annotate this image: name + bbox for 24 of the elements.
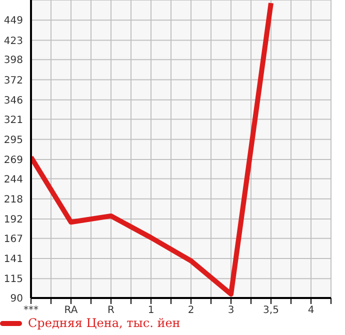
y-tick-label: 295	[4, 134, 23, 146]
y-tick-label: 321	[4, 114, 23, 126]
x-tick-label: 3,5	[263, 305, 279, 316]
y-tick-label: 90	[10, 294, 23, 305]
x-tick-label: ***	[24, 305, 38, 316]
y-tick-label: 423	[4, 36, 23, 47]
y-tick-label: 372	[4, 75, 23, 86]
y-tick-label: 218	[4, 194, 23, 206]
x-tick-label: RA	[64, 305, 78, 316]
x-tick-label: 1	[148, 305, 154, 316]
y-tick-label: 269	[4, 155, 23, 166]
x-tick-label: 4	[308, 305, 314, 316]
y-tick-label: 346	[4, 95, 23, 106]
x-tick-label: 2	[188, 305, 194, 316]
y-tick-label: 115	[4, 274, 23, 286]
y-tick-label: 192	[4, 214, 23, 226]
x-tick-label: R	[108, 305, 115, 316]
y-tick-label: 244	[4, 174, 23, 186]
y-tick-label: 398	[4, 55, 23, 66]
y-tick-label: 141	[4, 254, 23, 266]
y-tick-label: 449	[4, 16, 23, 27]
y-tick-label: 167	[4, 234, 23, 245]
x-tick-label: 3	[228, 305, 234, 316]
legend-label: Средняя Цена, тыс. йен	[28, 316, 180, 330]
